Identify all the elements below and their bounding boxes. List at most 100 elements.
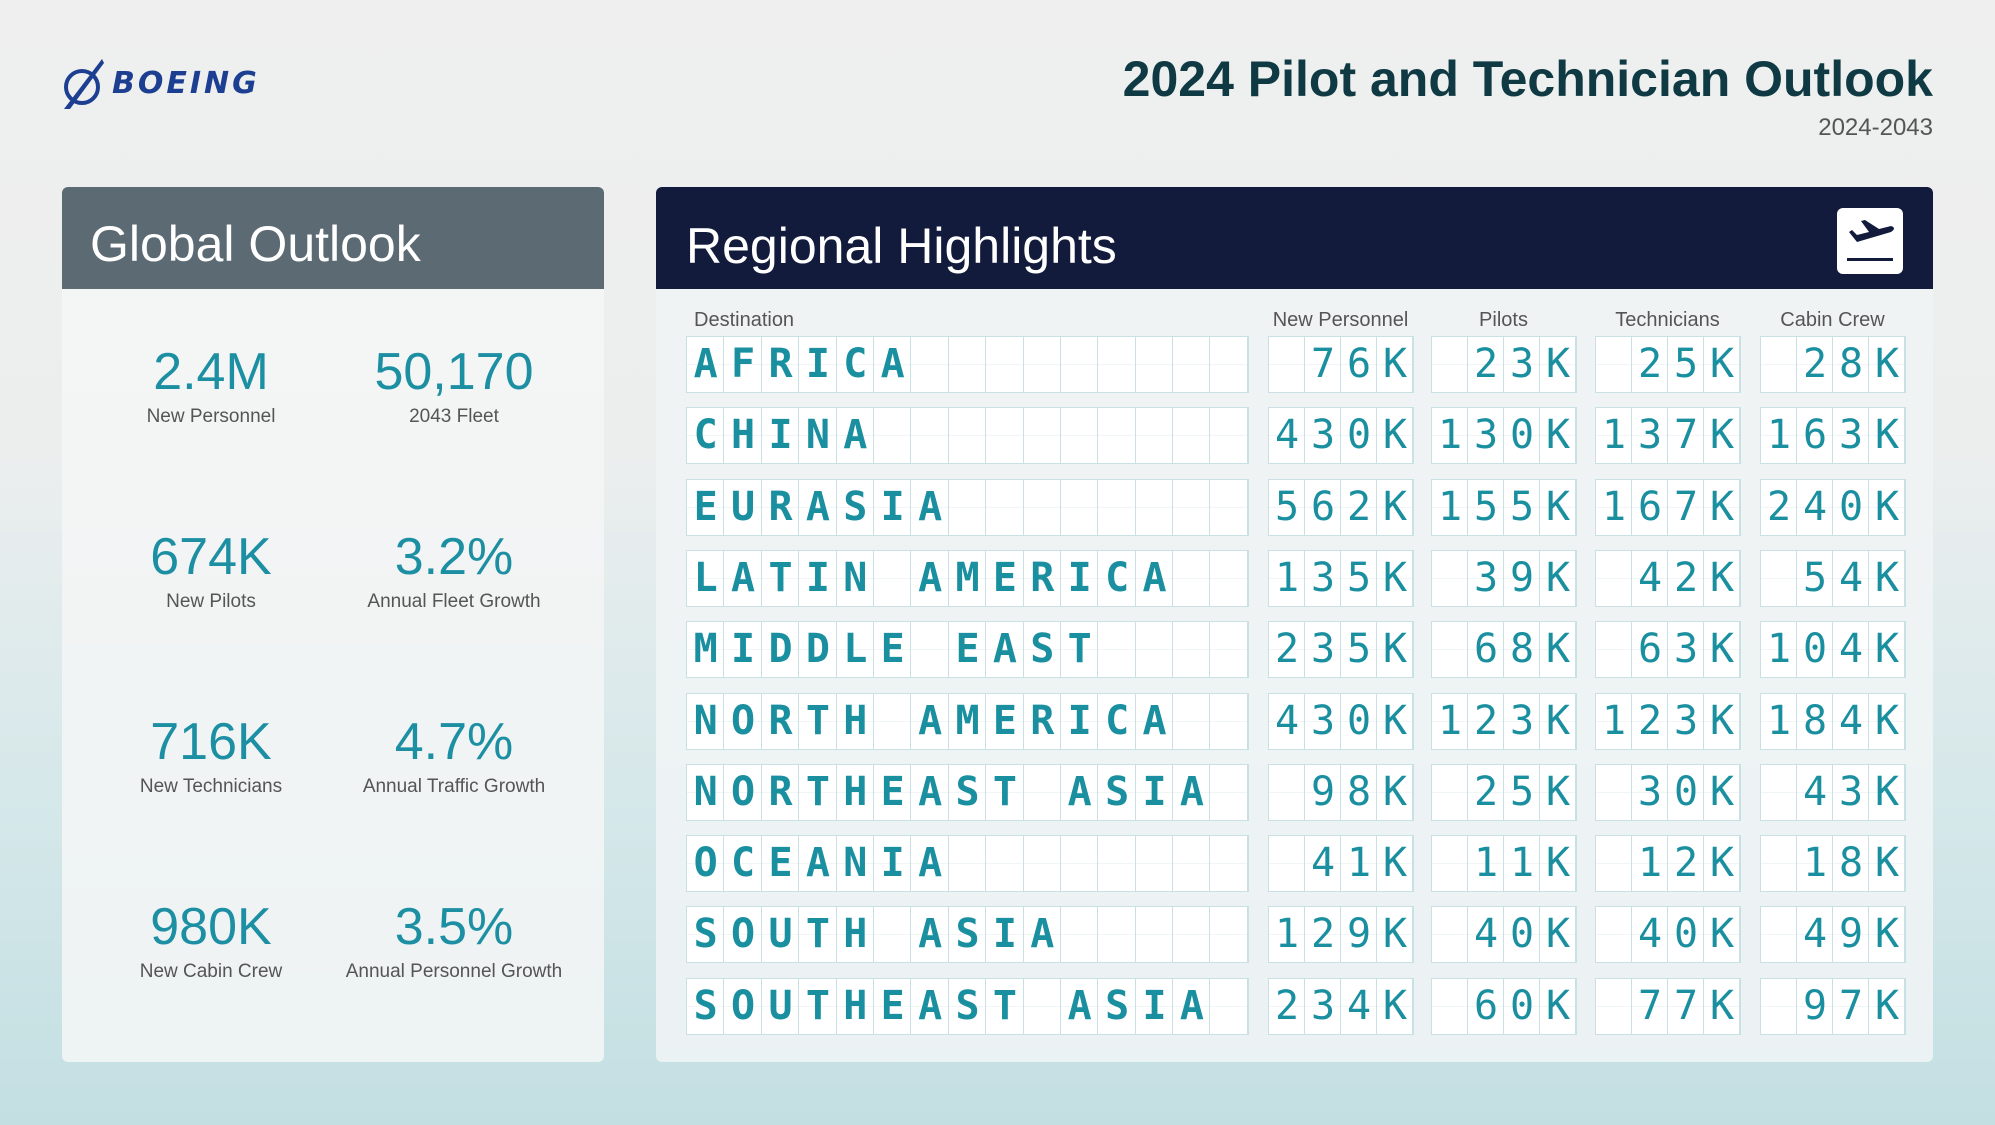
flap-cell xyxy=(1023,550,1061,606)
flap-cell xyxy=(1504,978,1540,1034)
flap-cell xyxy=(1468,479,1504,535)
flap-cell xyxy=(724,764,762,820)
value-cell-group: 123K xyxy=(1431,692,1577,750)
flap-cell xyxy=(1341,550,1377,606)
flap-cell xyxy=(1173,479,1211,535)
flap-cell xyxy=(1210,907,1248,963)
flap-cell xyxy=(1540,408,1576,464)
flap-cell xyxy=(1060,408,1099,464)
flap-cell xyxy=(1540,764,1576,820)
value-text: 76K xyxy=(1310,341,1419,387)
flap-cell xyxy=(986,836,1024,892)
flap-cell xyxy=(1540,978,1576,1034)
flap-cell xyxy=(948,408,987,464)
stat-label: New Technicians xyxy=(139,776,283,797)
flap-cell xyxy=(761,907,800,963)
flap-cell xyxy=(1060,337,1099,392)
value-cell-group: 104K xyxy=(1760,621,1906,679)
flap-cell xyxy=(1668,978,1704,1034)
flap-cell xyxy=(1210,836,1248,892)
flap-cell xyxy=(1632,479,1668,535)
global-outlook-panel: Global Outlook 2.4M New Personnel 50,170 20… xyxy=(62,187,604,1062)
flap-cell xyxy=(873,836,912,892)
flap-cell xyxy=(799,907,837,963)
flap-cell xyxy=(1135,550,1174,606)
value-text: 25K xyxy=(1473,768,1582,815)
value-cell-group: 167K xyxy=(1595,478,1741,536)
flap-cell xyxy=(986,764,1024,820)
flap-cell xyxy=(1668,337,1704,392)
flap-cell xyxy=(1173,408,1211,464)
stat-label: Annual Personnel Growth xyxy=(345,961,563,982)
value-text: 60K xyxy=(1473,982,1582,1029)
stat-item: 4.7% Annual Traffic Growth xyxy=(334,712,574,798)
value-text: 39K xyxy=(1473,554,1582,601)
flap-cell xyxy=(1269,337,1305,392)
flap-cell xyxy=(986,907,1024,963)
stat-label: Annual Traffic Growth xyxy=(362,776,546,797)
flap-cell xyxy=(1632,693,1668,749)
flap-cell xyxy=(1596,907,1632,963)
flap-cell xyxy=(1833,764,1869,820)
flap-cell xyxy=(1060,550,1099,606)
value-cell-group: 184K xyxy=(1760,692,1906,750)
flap-cell xyxy=(986,693,1024,749)
flap-cell xyxy=(1305,764,1341,820)
flap-cell xyxy=(1761,693,1797,749)
flap-cell xyxy=(1098,907,1136,963)
flap-cell xyxy=(1869,408,1905,464)
flap-cell xyxy=(911,693,949,749)
flap-cell xyxy=(1668,408,1704,464)
value-text: 98K xyxy=(1310,768,1419,815)
flap-cell xyxy=(1210,337,1248,392)
flap-cell xyxy=(1135,764,1174,820)
flap-cell xyxy=(724,978,762,1034)
flap-cell xyxy=(1023,479,1061,535)
flap-cell xyxy=(986,479,1024,535)
flap-cell xyxy=(1596,479,1632,535)
flap-cell xyxy=(687,408,725,464)
flap-cell xyxy=(1060,622,1099,678)
destination-name: CHINA xyxy=(693,412,881,459)
flap-cell xyxy=(1269,764,1305,820)
flap-cell xyxy=(1173,764,1211,820)
flap-cell xyxy=(799,408,837,464)
destination-cell-group: LATIN AMERICA xyxy=(686,549,1249,607)
flap-cell xyxy=(1269,622,1305,678)
value-cell-group: 54K xyxy=(1760,549,1906,607)
flap-cell xyxy=(1377,693,1413,749)
flap-cell xyxy=(1098,337,1136,392)
column-header: Technicians xyxy=(1615,309,1720,331)
flap-cell xyxy=(1797,337,1833,392)
flap-cell xyxy=(1210,764,1248,820)
flap-cell xyxy=(1432,693,1468,749)
value-text: 123K xyxy=(1437,697,1582,744)
flap-cell xyxy=(761,764,800,820)
flap-cell xyxy=(1761,550,1797,606)
value-text: 235K xyxy=(1274,626,1419,673)
flap-cell xyxy=(1797,836,1833,892)
flap-cell xyxy=(1023,836,1061,892)
column-header: Pilots xyxy=(1479,309,1528,331)
flap-cell xyxy=(1761,408,1797,464)
flap-cell xyxy=(1704,764,1740,820)
flap-cell xyxy=(761,836,800,892)
flap-cell xyxy=(1341,764,1377,820)
flap-cell xyxy=(1704,978,1740,1034)
flap-cell xyxy=(1023,764,1061,820)
flap-cell xyxy=(1797,693,1833,749)
column-header: Cabin Crew xyxy=(1780,309,1885,331)
flap-cell xyxy=(1135,693,1174,749)
flap-cell xyxy=(1432,479,1468,535)
flap-cell xyxy=(948,479,987,535)
flap-cell xyxy=(1377,408,1413,464)
destination-name: MIDDLE EAST xyxy=(693,626,1106,673)
flap-cell xyxy=(1596,408,1632,464)
stat-item: 50,170 2043 Fleet xyxy=(334,342,574,428)
flap-cell xyxy=(948,978,987,1034)
flap-cell xyxy=(724,836,762,892)
value-cell-group: 28K xyxy=(1760,336,1906,393)
flap-cell xyxy=(1432,907,1468,963)
stat-label: 2043 Fleet xyxy=(409,406,499,427)
flap-cell xyxy=(799,337,837,392)
